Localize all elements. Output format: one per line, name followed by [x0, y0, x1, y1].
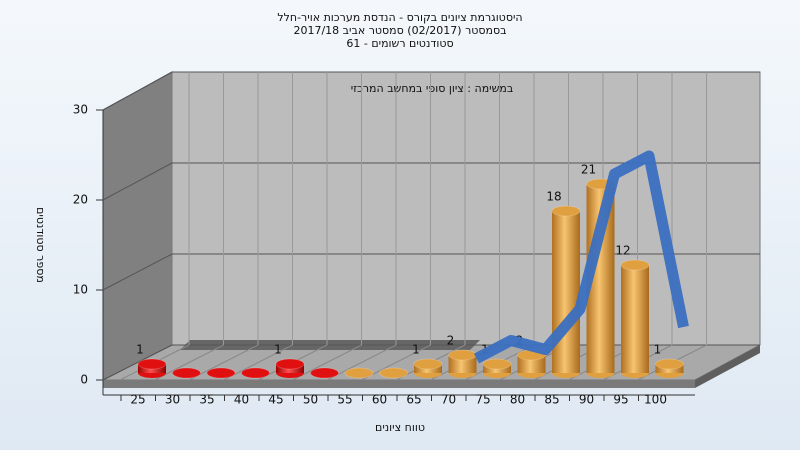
y-axis-label: מספר סטודנטים	[34, 207, 47, 283]
bar-top	[275, 358, 305, 370]
bar-top	[620, 259, 650, 271]
bar-top	[310, 367, 339, 379]
x-tick-label: 60	[372, 393, 387, 407]
x-tick-label: 100	[644, 393, 667, 407]
x-tick-label: 70	[441, 393, 456, 407]
floor-line	[223, 344, 293, 381]
y-tick-label: 20	[73, 193, 88, 207]
bar	[621, 265, 649, 373]
annotation: במשימה : ציון סופי במחשב המרכזי	[351, 82, 514, 95]
left-wall	[102, 71, 173, 381]
x-tick-label: 35	[199, 393, 214, 407]
x-tick-label: 80	[510, 393, 525, 407]
grid-line	[102, 344, 173, 381]
grid-line	[102, 71, 173, 111]
x-tick-label: 90	[579, 393, 594, 407]
y-tick-label: 10	[73, 283, 88, 297]
grid-line	[102, 162, 173, 201]
title-line: בסמסטר (02/2017) סמסטר אביב 2017/18	[293, 24, 506, 37]
bar-top	[172, 367, 201, 379]
floor-line	[326, 344, 397, 381]
bar-top	[241, 367, 270, 379]
x-axis-label: טווח ציונים	[375, 421, 425, 434]
value-label: 21	[581, 163, 596, 177]
y-tick-label: 0	[80, 373, 88, 387]
y-tick-label: 30	[73, 103, 88, 117]
x-tick-label: 65	[406, 393, 421, 407]
floor-side	[695, 345, 760, 388]
value-label: 2	[447, 334, 455, 348]
fit-curve	[473, 150, 689, 364]
bar-top	[206, 367, 236, 379]
x-tick-label: 30	[165, 393, 180, 407]
x-tick-label: 50	[303, 393, 318, 407]
floor-line	[188, 344, 259, 381]
bar-top	[655, 358, 684, 370]
value-label: 1	[412, 343, 420, 357]
x-tick-label: 55	[337, 393, 352, 407]
title-line: סטודנטים רשומים - 61	[346, 37, 453, 50]
bar	[552, 211, 580, 373]
bar-top	[137, 358, 167, 370]
x-tick-label: 40	[234, 393, 249, 407]
x-tick-label: 25	[130, 393, 145, 407]
value-label: 1	[274, 343, 282, 357]
bar-top	[413, 358, 443, 370]
bar-top	[551, 205, 581, 217]
value-label: 18	[546, 190, 561, 204]
x-tick-label: 75	[475, 393, 490, 407]
x-tick-label: 85	[544, 393, 559, 407]
floor-edge	[103, 380, 695, 388]
floor-line	[154, 344, 224, 381]
bar	[517, 355, 546, 373]
value-label: 1	[136, 343, 144, 357]
value-label: 1	[654, 343, 662, 357]
bar-top	[344, 367, 374, 379]
x-tick-label: 45	[268, 393, 283, 407]
bar-top	[482, 358, 512, 370]
bar-top	[379, 367, 408, 379]
floor-line	[361, 344, 431, 381]
floor-line	[292, 344, 362, 381]
x-tick-label: 95	[613, 393, 628, 407]
bar-top	[448, 349, 477, 361]
value-label: 12	[615, 244, 630, 258]
grid-line	[102, 253, 173, 291]
bar	[448, 355, 477, 373]
title-line: היסטוגרמת ציונים בקורס - הנדסת מערכות או…	[277, 11, 522, 24]
